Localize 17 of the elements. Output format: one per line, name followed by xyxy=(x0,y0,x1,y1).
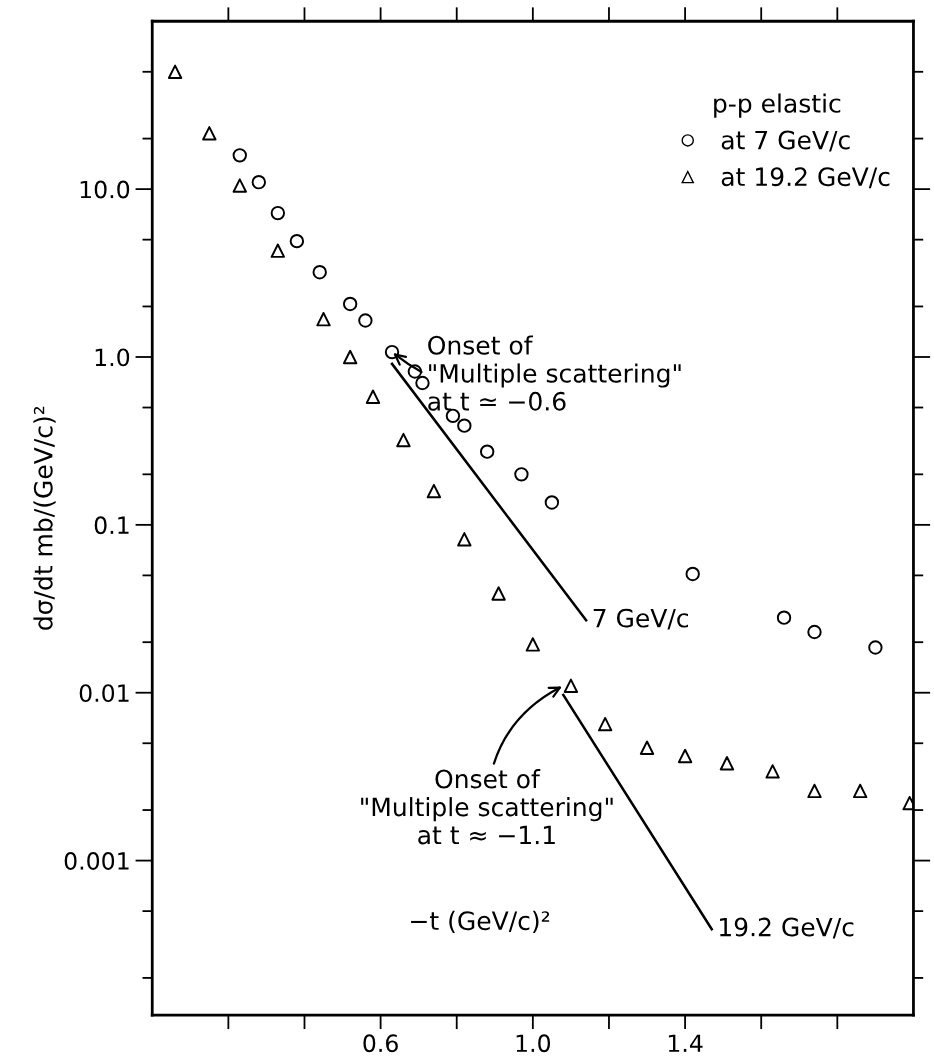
y-tick-label: 1.0 xyxy=(95,348,130,367)
legend-label: at 19.2 GeV/c xyxy=(721,167,890,189)
annotation: 7 GeV/c xyxy=(593,608,689,630)
y-tick-label: 0.1 xyxy=(94,516,129,535)
x-axis-title: −t (GeV/c)² xyxy=(411,910,550,934)
annotation: Onset of "Multiple scattering" at t ≃ −0.6 xyxy=(428,335,681,411)
x-tick-label: 0.6 xyxy=(363,1034,398,1053)
annotation: 19.2 GeV/c xyxy=(720,917,854,939)
legend-label: at 7 GeV/c xyxy=(721,130,850,152)
annotation: Onset of "Multiple scattering" at t ≈ −1.1 xyxy=(361,769,613,845)
x-tick-label: 1.0 xyxy=(516,1034,551,1053)
y-axis-title: dσ/dt mb/(GeV/c)² xyxy=(33,406,56,630)
y-tick-label: 0.01 xyxy=(79,684,129,703)
legend-title: p-p elastic xyxy=(714,93,841,118)
x-tick-label: 1.4 xyxy=(668,1034,703,1052)
y-tick-label: 0.001 xyxy=(64,852,129,870)
y-tick-label: 10.0 xyxy=(80,180,130,199)
